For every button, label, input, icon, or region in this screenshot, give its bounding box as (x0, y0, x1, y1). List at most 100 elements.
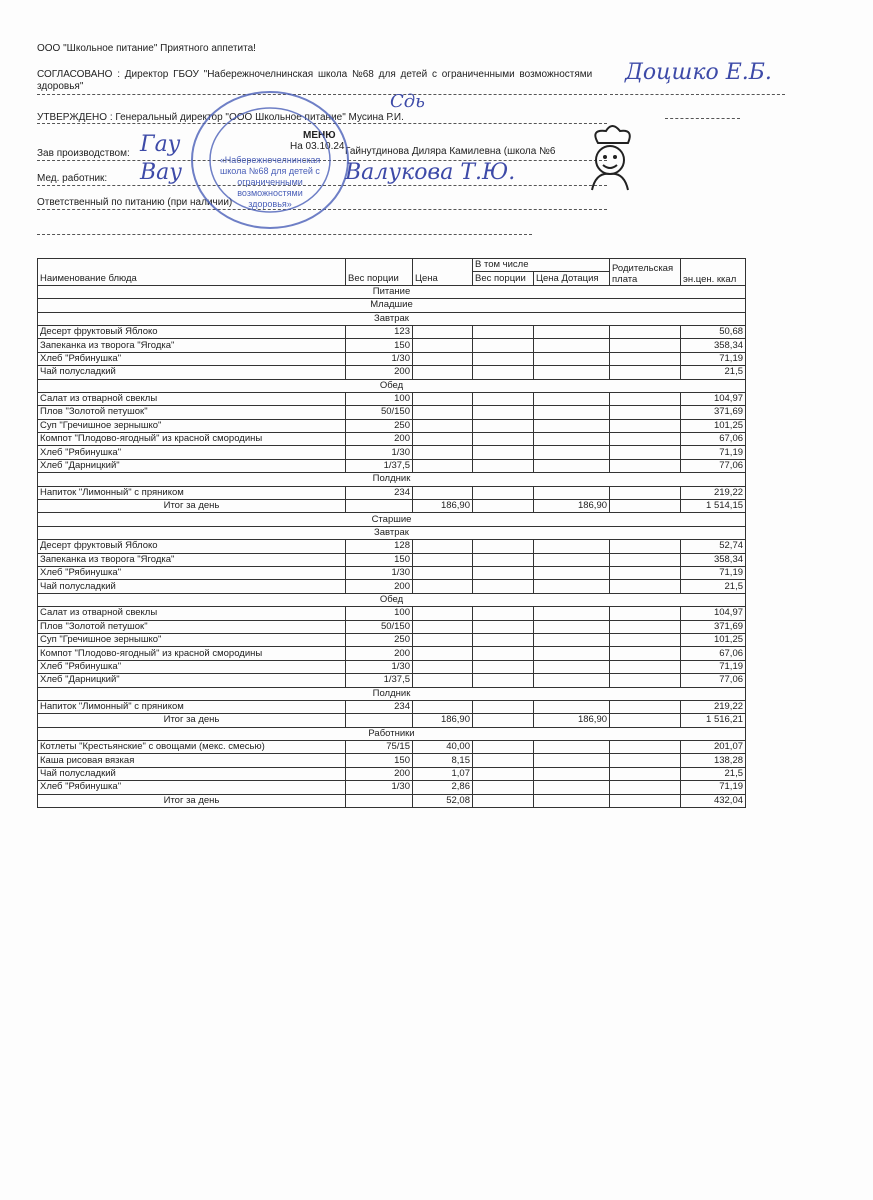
table-row: Напиток "Лимонный" с пряником 234 219,22 (37, 699, 747, 715)
inc-price (532, 699, 611, 715)
total-label: Итог за день (37, 499, 346, 514)
price (412, 579, 473, 594)
portion-weight: 150 (345, 753, 413, 768)
inc-price (532, 740, 611, 755)
col-header-including: В том числе (471, 257, 611, 273)
inc-price (532, 646, 611, 661)
section-label: Старшие (36, 512, 747, 527)
table-row: Компот "Плодово-ягодный" из красной смор… (37, 432, 747, 447)
portion-weight: 1/37,5 (345, 458, 413, 474)
dish-name: Запеканка из творога "Ягодка" (37, 338, 346, 353)
dish-name: Хлеб "Рябинушка" (37, 659, 346, 675)
parent-pay (609, 673, 682, 688)
kcal: 67,06 (680, 432, 747, 447)
svg-text:«Набережночелнинская: «Набережночелнинская (220, 155, 321, 165)
total-label: Итог за день (37, 713, 346, 728)
kcal: 104,97 (680, 606, 747, 621)
parent-pay (609, 793, 682, 809)
price: 8,15 (412, 753, 473, 768)
section-row: Обед (36, 592, 747, 608)
price (412, 539, 473, 554)
inc-weight (472, 646, 534, 661)
price (412, 458, 473, 474)
dish-name: Салат из отварной свеклы (37, 391, 346, 407)
company-line: ООО "Школьное питание" Приятного аппетит… (37, 43, 256, 54)
kcal: 101,25 (680, 418, 747, 434)
price: 40,00 (412, 740, 473, 755)
price (412, 606, 473, 621)
section-row: Младшие (36, 298, 747, 313)
parent-pay (609, 766, 682, 782)
production-name: Гайнутдинова Диляра Камилевна (школа №6 (345, 146, 556, 157)
parent-pay (609, 324, 682, 340)
inc-weight (472, 740, 534, 755)
parent-pay (609, 552, 682, 567)
inc-weight (472, 632, 534, 648)
inc-price (532, 793, 611, 809)
inc-price (532, 619, 611, 634)
kcal: 77,06 (680, 458, 747, 474)
dish-name: Котлеты "Крестьянские" с овощами (мекс. … (37, 740, 346, 755)
svg-text:здоровья»: здоровья» (248, 199, 292, 209)
inc-weight (472, 766, 534, 782)
table-row: Каша рисовая вязкая 150 8,15 138,28 (37, 753, 747, 768)
table-row: Хлеб "Рябинушка" 1/30 71,19 (37, 659, 747, 675)
inc-price (532, 579, 611, 594)
inc-price (532, 432, 611, 447)
table-row: Салат из отварной свеклы 100 104,97 (37, 606, 747, 621)
total-label: Итог за день (37, 793, 346, 809)
kcal: 77,06 (680, 673, 747, 688)
parent-pay (609, 713, 682, 728)
inc-weight (472, 699, 534, 715)
parent-pay (609, 646, 682, 661)
dish-name: Компот "Плодово-ягодный" из красной смор… (37, 646, 346, 661)
portion-weight: 200 (345, 646, 413, 661)
price (412, 418, 473, 434)
inc-price (532, 539, 611, 554)
inc-weight (472, 338, 534, 353)
parent-pay (609, 565, 682, 581)
table-row: Хлеб "Рябинушка" 1/30 71,19 (37, 351, 747, 367)
inc-weight (472, 351, 534, 367)
dish-name: Чай полусладкий (37, 766, 346, 782)
section-row: Питание (36, 284, 747, 300)
kcal: 371,69 (680, 405, 747, 420)
section-row: Старшие (36, 512, 747, 527)
portion-weight: 128 (345, 539, 413, 554)
dish-name: Чай полусладкий (37, 579, 346, 594)
table-row: Плов "Золотой петушок" 50/150 371,69 (37, 405, 747, 420)
table-row: Запеканка из творога "Ягодка" 150 358,34 (37, 338, 747, 353)
parent-pay (609, 458, 682, 474)
inc-weight (472, 458, 534, 474)
inc-weight (472, 499, 534, 514)
portion-weight: 234 (345, 485, 413, 501)
inc-price (532, 632, 611, 648)
menu-title: МЕНЮ (303, 130, 336, 141)
inc-weight (472, 565, 534, 581)
medic-label: Мед. работник: (37, 173, 108, 184)
kcal: 1 514,15 (680, 499, 747, 514)
inc-weight (472, 365, 534, 380)
dish-name: Хлеб "Рябинушка" (37, 351, 346, 367)
price (412, 432, 473, 447)
inc-price (532, 673, 611, 688)
col-header-price: Цена (412, 258, 473, 286)
kcal: 71,19 (680, 351, 747, 367)
parent-pay (609, 365, 682, 380)
menu-table: Наименование блюда Вес порции Цена В том… (36, 257, 747, 809)
kcal: 138,28 (680, 753, 747, 768)
price: 186,90 (412, 499, 473, 514)
parent-pay (609, 405, 682, 420)
agreed-line: СОГЛАСОВАНО : Директор ГБОУ "Набережноче… (37, 69, 593, 80)
portion-weight: 200 (345, 365, 413, 380)
school-stamp: «Набережночелнинская школа №68 для детей… (191, 91, 349, 229)
inc-price (532, 753, 611, 768)
inc-price (532, 458, 611, 474)
table-row: Салат из отварной свеклы 100 104,97 (37, 391, 747, 407)
portion-weight (345, 713, 413, 728)
portion-weight: 200 (345, 766, 413, 782)
section-label: Обед (36, 378, 747, 393)
inc-price (532, 766, 611, 782)
dish-name: Десерт фруктовый Яблоко (37, 539, 346, 554)
dish-name: Напиток "Лимонный" с пряником (37, 699, 346, 715)
